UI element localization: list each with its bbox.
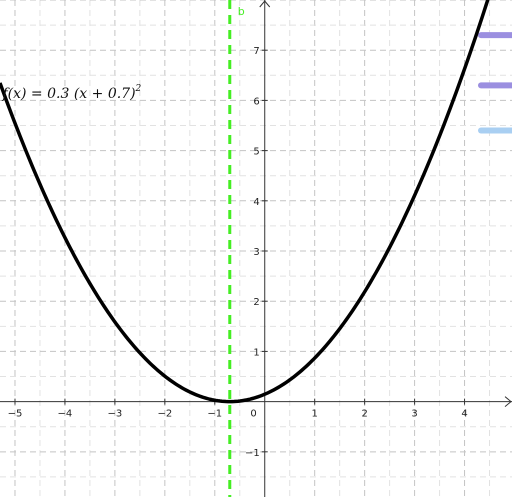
slider-swatches bbox=[478, 32, 512, 134]
vertical-line-b-label: b bbox=[238, 5, 245, 18]
x-axis-arrow-icon bbox=[504, 396, 512, 408]
x-tick-label: −4 bbox=[58, 409, 73, 420]
y-tick-label: 3 bbox=[253, 247, 259, 258]
x-tick-label: 3 bbox=[411, 409, 417, 420]
function-label: f(x) = 0.3 (x + 0.7)2 bbox=[1, 84, 141, 102]
y-tick-label: 6 bbox=[253, 96, 259, 107]
y-tick-label: 4 bbox=[253, 197, 259, 208]
x-tick-label: 4 bbox=[461, 409, 467, 420]
y-tick-label: 1 bbox=[253, 347, 259, 358]
x-tick-label: 2 bbox=[361, 409, 367, 420]
x-tick-label: −1 bbox=[207, 409, 222, 420]
y-axis-arrow-icon bbox=[259, 0, 271, 8]
function-label-main: f(x) = 0.3 (x + 0.7) bbox=[1, 86, 135, 102]
x-tick-label: −2 bbox=[157, 409, 172, 420]
x-tick-label: −5 bbox=[8, 409, 23, 420]
function-curve[interactable] bbox=[0, 0, 512, 404]
origin-label: 0 bbox=[250, 409, 256, 420]
tick-labels: −5 −4 −3 −2 −1 1 2 3 4 −1 1 2 3 4 5 6 7 0 bbox=[8, 46, 468, 459]
y-tick-label: 5 bbox=[253, 147, 259, 158]
y-tick-label: 7 bbox=[253, 46, 259, 57]
function-label-exponent: 2 bbox=[135, 84, 142, 94]
x-tick-label: 1 bbox=[312, 409, 318, 420]
y-tick-label: −1 bbox=[245, 448, 260, 459]
x-tick-label: −3 bbox=[108, 409, 123, 420]
y-tick-label: 2 bbox=[253, 297, 259, 308]
